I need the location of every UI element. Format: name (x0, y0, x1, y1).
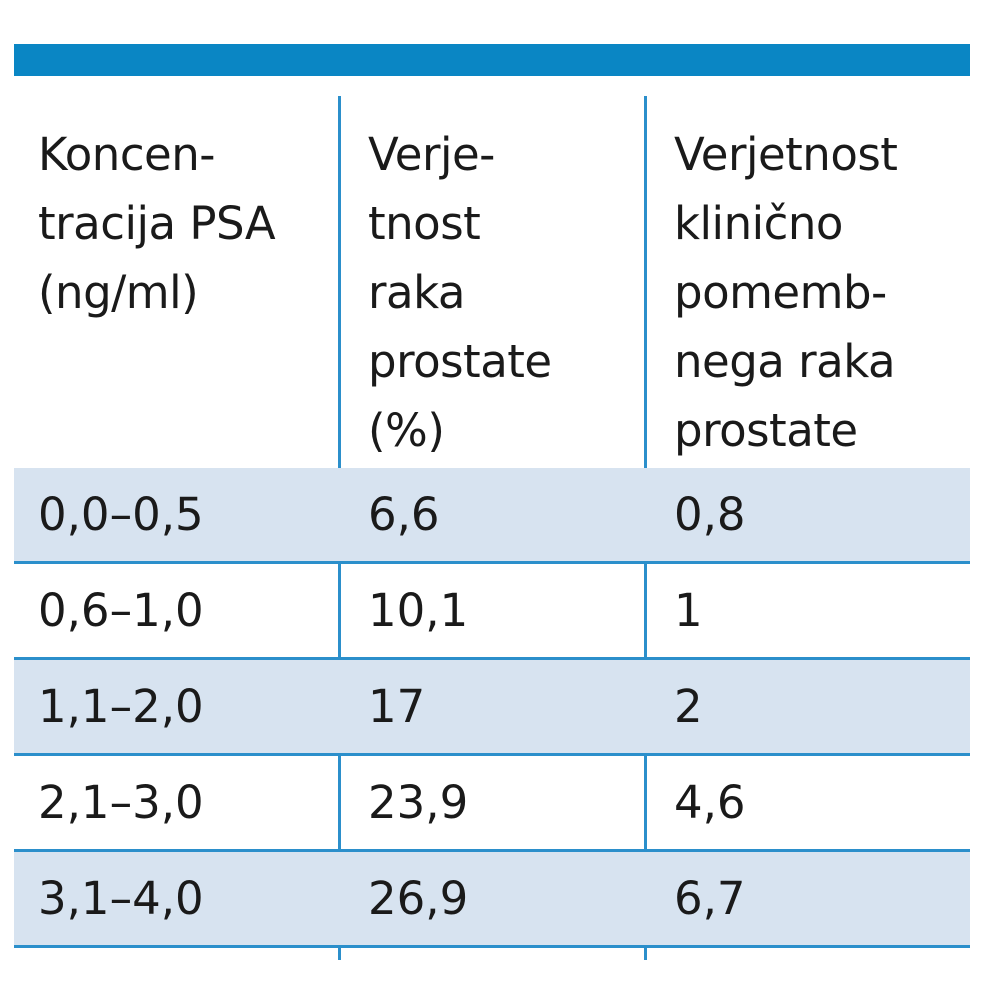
table-row: 2,1–3,0 23,9 4,6 (14, 756, 970, 852)
header-clinically-significant-probability: Verjetnost klinično pomemb- nega raka pr… (674, 128, 898, 457)
table-top-bar (14, 44, 970, 76)
cell-psa-range: 2,1–3,0 (38, 776, 204, 829)
table-row: 1,1–2,0 17 2 (14, 660, 970, 756)
cell-clinical-probability: 6,7 (674, 872, 746, 925)
cell-cancer-probability: 6,6 (368, 488, 440, 541)
cell-cancer-probability: 17 (368, 680, 426, 733)
cell-cancer-probability: 23,9 (368, 776, 469, 829)
table-header-row: Koncen- tracija PSA (ng/ml) Verje- tnost… (14, 96, 970, 468)
cell-clinical-probability: 1 (674, 584, 703, 637)
cell-psa-range: 0,6–1,0 (38, 584, 204, 637)
cell-psa-range: 3,1–4,0 (38, 872, 204, 925)
cell-clinical-probability: 0,8 (674, 488, 746, 541)
cell-clinical-probability: 2 (674, 680, 703, 733)
table-row: 0,0–0,5 6,6 0,8 (14, 468, 970, 564)
cell-psa-range: 1,1–2,0 (38, 680, 204, 733)
header-psa-concentration: Koncen- tracija PSA (ng/ml) (38, 128, 276, 319)
header-cancer-probability: Verje- tnost raka prostate (%) (368, 128, 552, 457)
cell-clinical-probability: 4,6 (674, 776, 746, 829)
psa-risk-table: Koncen- tracija PSA (ng/ml) Verje- tnost… (14, 96, 970, 948)
cell-cancer-probability: 26,9 (368, 872, 469, 925)
table-row: 3,1–4,0 26,9 6,7 (14, 852, 970, 948)
cell-psa-range: 0,0–0,5 (38, 488, 204, 541)
cell-cancer-probability: 10,1 (368, 584, 469, 637)
table-row: 0,6–1,0 10,1 1 (14, 564, 970, 660)
